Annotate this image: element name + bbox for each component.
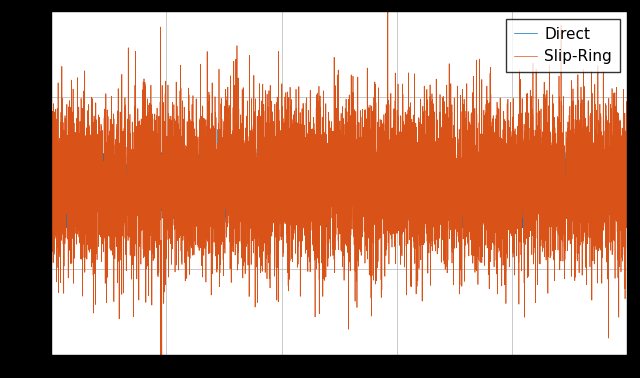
Slip-Ring xyxy=(82,169,90,174)
Direct xyxy=(160,182,168,186)
Direct xyxy=(71,177,79,181)
Slip-Ring xyxy=(47,208,55,213)
Slip-Ring xyxy=(593,187,600,191)
Slip-Ring xyxy=(50,176,58,181)
Slip-Ring xyxy=(161,180,168,184)
Line: Slip-Ring: Slip-Ring xyxy=(51,3,627,378)
Direct xyxy=(623,172,631,177)
Slip-Ring xyxy=(623,246,631,251)
Direct xyxy=(610,235,618,240)
Direct xyxy=(329,172,337,177)
Line: Direct: Direct xyxy=(51,129,627,237)
Direct xyxy=(50,191,58,195)
Direct xyxy=(214,127,222,132)
Direct xyxy=(47,174,55,179)
Direct xyxy=(82,187,90,192)
Legend: Direct, Slip-Ring: Direct, Slip-Ring xyxy=(506,19,620,72)
Slip-Ring xyxy=(329,202,337,207)
Slip-Ring xyxy=(71,181,79,186)
Slip-Ring xyxy=(384,1,392,6)
Direct xyxy=(593,175,600,180)
